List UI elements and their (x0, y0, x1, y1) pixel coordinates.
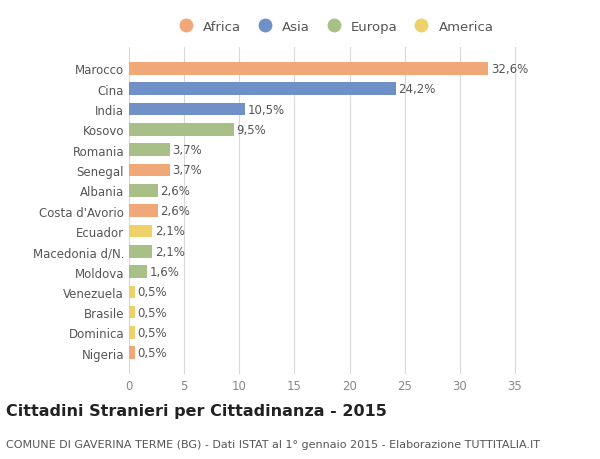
Bar (129, 246, 152, 258)
Text: 0,5%: 0,5% (137, 306, 167, 319)
Bar (129, 185, 158, 197)
Text: 24,2%: 24,2% (398, 83, 436, 96)
Text: COMUNE DI GAVERINA TERME (BG) - Dati ISTAT al 1° gennaio 2015 - Elaborazione TUT: COMUNE DI GAVERINA TERME (BG) - Dati IST… (6, 440, 540, 449)
Text: 10,5%: 10,5% (248, 103, 284, 116)
Text: 2,6%: 2,6% (160, 185, 190, 197)
Text: 2,6%: 2,6% (160, 205, 190, 218)
Legend: Africa, Asia, Europa, America: Africa, Asia, Europa, America (167, 16, 499, 39)
Text: 0,5%: 0,5% (137, 285, 167, 299)
Bar (129, 326, 134, 339)
Text: 2,1%: 2,1% (155, 225, 185, 238)
Bar (129, 104, 245, 116)
Text: 2,1%: 2,1% (155, 245, 185, 258)
Bar (129, 83, 396, 96)
Text: 3,7%: 3,7% (173, 144, 202, 157)
Text: 9,5%: 9,5% (236, 123, 266, 137)
Text: 1,6%: 1,6% (149, 265, 179, 279)
Text: 3,7%: 3,7% (173, 164, 202, 177)
Text: Cittadini Stranieri per Cittadinanza - 2015: Cittadini Stranieri per Cittadinanza - 2… (6, 403, 387, 419)
Bar (129, 144, 170, 157)
Bar (129, 164, 170, 177)
Bar (129, 266, 146, 278)
Bar (129, 205, 158, 218)
Bar (129, 347, 134, 359)
Bar (129, 63, 488, 76)
Text: 0,5%: 0,5% (137, 326, 167, 339)
Bar (129, 124, 234, 136)
Bar (129, 286, 134, 298)
Text: 32,6%: 32,6% (491, 63, 529, 76)
Text: 0,5%: 0,5% (137, 347, 167, 359)
Bar (129, 306, 134, 319)
Bar (129, 225, 152, 238)
